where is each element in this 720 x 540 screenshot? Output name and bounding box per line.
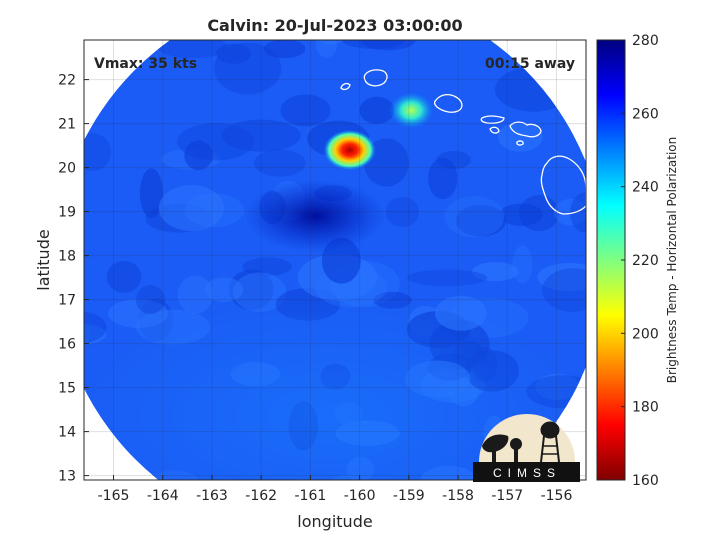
coast-maui [509, 121, 542, 138]
x-tick-label: -165 [98, 488, 130, 504]
x-tick-label: -164 [147, 488, 179, 504]
swath-texture-blob [214, 42, 282, 95]
swath-texture-blob [204, 277, 244, 303]
swath-texture-blob [518, 195, 560, 232]
y-tick-label: 19 [58, 205, 76, 221]
swath-texture-blob [407, 269, 488, 287]
swath-texture-blob [242, 257, 292, 276]
swath-texture-blob [512, 245, 533, 284]
swath-texture-blob [177, 123, 255, 161]
swath-texture-blob [158, 184, 224, 232]
colorbar [596, 39, 626, 481]
colorbar-tick-label: 240 [632, 180, 659, 196]
x-ticks: -165 -164 -163 -162 -161 -160 -159 -158 -157 -156 [98, 475, 573, 504]
x-tick-label: -158 [442, 488, 474, 504]
coast-big-island [540, 155, 586, 215]
cimss-logo: CIMSS [473, 414, 580, 482]
logo-tower [540, 421, 560, 463]
swath-texture-blob [254, 149, 306, 177]
swath-texture-blob [177, 275, 213, 314]
colorbar-tick-label: 220 [632, 253, 659, 269]
x-axis-label: longitude [297, 512, 372, 531]
y-tick-label: 13 [58, 469, 76, 485]
swath-feature [323, 130, 376, 170]
colorbar-tick-label: 160 [632, 473, 659, 489]
swath-texture-blob [444, 196, 505, 238]
swath-texture-blob [108, 299, 169, 328]
swath-texture-blob [84, 311, 107, 344]
swath-texture-blob [301, 0, 373, 15]
swath-texture-blob [341, 40, 406, 49]
swath-feature [245, 180, 386, 252]
x-tick-label: -157 [491, 488, 523, 504]
y-tick-label: 21 [58, 117, 76, 133]
swath-texture-blob [136, 285, 165, 315]
annotation-time-away: 00:15 away [485, 56, 575, 72]
swath-texture [84, 0, 586, 480]
swath-features [245, 92, 434, 252]
swath-texture-blob [359, 96, 395, 125]
swath-texture-blob [216, 43, 251, 64]
swath-texture-blob [385, 197, 420, 228]
swath-texture-blob [221, 119, 301, 152]
x-tick-label: -159 [393, 488, 425, 504]
swath-texture-blob [472, 262, 519, 282]
swath-texture-blob [553, 198, 586, 226]
x-tick-label: -156 [541, 488, 573, 504]
coast-oahu [433, 93, 463, 113]
logo-bar [473, 462, 580, 482]
colorbar-tick-label: 180 [632, 400, 659, 416]
y-tick-label: 20 [58, 161, 76, 177]
y-tick-label: 22 [58, 73, 76, 89]
y-ticks: 13 14 15 16 17 18 19 20 21 22 [58, 73, 89, 485]
swath-texture-blob [497, 121, 543, 152]
swath-texture-blob [139, 168, 163, 219]
swath-texture-blob [570, 192, 586, 233]
x-tick-label: -162 [245, 488, 277, 504]
swath-texture-blob [184, 140, 213, 171]
y-axis-label: latitude [34, 229, 53, 290]
swath-texture-blob [436, 151, 471, 169]
coast-niihau [340, 82, 351, 91]
swath-light-band [84, 291, 586, 480]
chart-title: Calvin: 20-Jul-2023 03:00:00 [207, 16, 462, 35]
y-tick-label: 14 [58, 425, 76, 441]
colorbar-tick-label: 280 [632, 33, 659, 49]
colorbar-label: Brightness Temp - Horizontal Polarizatio… [665, 137, 679, 384]
swath-texture-blob [84, 132, 112, 172]
y-tick-label: 15 [58, 381, 76, 397]
swath-texture-blob [428, 157, 458, 200]
swath-texture-blob [84, 324, 107, 345]
logo-text: CIMSS [493, 466, 561, 480]
grid-lines [84, 40, 586, 480]
logo-dish [482, 434, 522, 462]
x-tick-label: -161 [295, 488, 327, 504]
annotation-vmax: Vmax: 35 kts [94, 56, 197, 72]
y-tick-label: 17 [58, 293, 76, 309]
swath-texture-blob [106, 260, 142, 293]
swath-feature [389, 92, 434, 129]
y-tick-label: 16 [58, 337, 76, 353]
plot-frame [83, 39, 587, 481]
coast-molokai [480, 115, 505, 124]
coast-kahoolawe [516, 140, 524, 146]
colorbar-ticks: 160 180 200 220 240 260 280 [621, 33, 659, 489]
colorbar-tick-label: 260 [632, 106, 659, 122]
swath-texture-blob [280, 94, 331, 127]
swath-texture-blob [542, 268, 586, 312]
swath-texture-blob [360, 40, 416, 51]
x-tick-label: -160 [344, 488, 376, 504]
coast-lanai [489, 126, 500, 134]
swath-texture-blob [263, 40, 306, 59]
coastlines [340, 69, 586, 215]
x-tick-label: -163 [196, 488, 228, 504]
swath [84, 0, 586, 480]
y-tick-label: 18 [58, 249, 76, 265]
swath-texture-blob [456, 204, 506, 237]
coast-kauai [363, 69, 388, 87]
swath-texture-blob [157, 40, 228, 59]
colorbar-tick-label: 200 [632, 326, 659, 342]
